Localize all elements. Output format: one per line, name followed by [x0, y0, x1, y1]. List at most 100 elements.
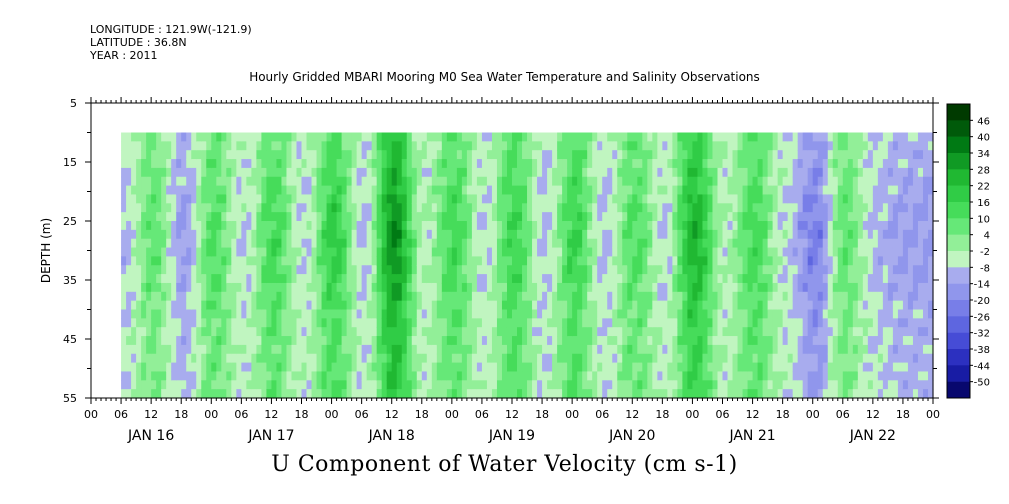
heatmap-cell — [411, 229, 418, 240]
heatmap-cell — [742, 247, 749, 257]
heatmap-cell — [401, 389, 408, 399]
heatmap-cell — [426, 159, 433, 169]
heatmap-cell — [471, 203, 478, 213]
heatmap-cell — [126, 256, 132, 266]
heatmap-cell — [291, 238, 298, 249]
heatmap-cell — [446, 371, 453, 381]
heatmap-cell — [336, 221, 343, 231]
heatmap-cell — [827, 371, 834, 381]
heatmap-cell — [191, 176, 197, 187]
heatmap-cell — [737, 203, 744, 213]
heatmap-cell — [737, 159, 744, 169]
heatmap-cell — [486, 212, 493, 222]
heatmap-cell — [286, 150, 293, 160]
heatmap-cell — [837, 150, 844, 160]
heatmap-cell — [902, 229, 909, 240]
heatmap-cell — [506, 274, 513, 284]
heatmap-cell — [777, 300, 784, 311]
heatmap-cell — [557, 203, 563, 213]
heatmap-cell — [572, 132, 578, 142]
heatmap-cell — [567, 132, 573, 142]
heatmap-cell — [872, 362, 879, 373]
heatmap-cell — [331, 221, 338, 231]
heatmap-cell — [582, 141, 588, 151]
heatmap-cell — [752, 185, 759, 196]
heatmap-cell — [131, 141, 137, 151]
heatmap-cell — [537, 176, 543, 187]
heatmap-cell — [176, 300, 182, 311]
heatmap-cell — [301, 380, 308, 390]
heatmap-cell — [732, 247, 739, 257]
heatmap-cell — [927, 150, 934, 160]
heatmap-cell — [682, 344, 689, 355]
heatmap-cell — [251, 141, 257, 151]
heatmap-cell — [446, 247, 453, 257]
heatmap-cell — [171, 159, 177, 169]
heatmap-cell — [867, 309, 874, 319]
heatmap-cell — [852, 371, 859, 381]
heatmap-cell — [246, 336, 252, 346]
heatmap-cell — [737, 221, 744, 231]
heatmap-cell — [697, 353, 704, 364]
heatmap-cell — [201, 132, 207, 142]
heatmap-cell — [552, 389, 558, 399]
heatmap-cell — [371, 229, 378, 240]
heatmap-cell — [902, 203, 909, 213]
heatmap-cell — [281, 185, 288, 196]
heatmap-cell — [787, 229, 794, 240]
heatmap-cell — [141, 159, 147, 169]
heatmap-cell — [506, 336, 513, 346]
heatmap-cell — [837, 318, 844, 328]
heatmap-cell — [351, 327, 358, 337]
heatmap-cell — [436, 132, 443, 142]
heatmap-cell — [136, 291, 142, 302]
heatmap-cell — [386, 256, 393, 266]
heatmap-cell — [887, 185, 894, 196]
heatmap-cell — [907, 150, 914, 160]
heatmap-cell — [807, 150, 814, 160]
heatmap-cell — [752, 344, 759, 355]
heatmap-cell — [151, 176, 157, 187]
heatmap-cell — [792, 212, 799, 222]
heatmap-cell — [251, 265, 257, 275]
heatmap-cell — [882, 150, 889, 160]
heatmap-cell — [757, 318, 764, 328]
heatmap-cell — [572, 194, 578, 204]
heatmap-cell — [747, 185, 754, 196]
heatmap-cell — [637, 194, 643, 204]
heatmap-cell — [677, 353, 683, 364]
heatmap-cell — [902, 318, 909, 328]
heatmap-cell — [872, 238, 879, 249]
heatmap-cell — [857, 141, 864, 151]
heatmap-cell — [326, 194, 333, 204]
heatmap-cell — [141, 229, 147, 240]
heatmap-cell — [371, 371, 378, 381]
heatmap-cell — [567, 221, 573, 231]
heatmap-cell — [552, 176, 558, 187]
heatmap-cell — [306, 238, 313, 249]
heatmap-cell — [146, 353, 152, 364]
heatmap-cell — [572, 203, 578, 213]
heatmap-cell — [552, 353, 558, 364]
heatmap-cell — [607, 159, 613, 169]
heatmap-cell — [431, 344, 438, 355]
heatmap-cell — [461, 344, 468, 355]
heatmap-cell — [562, 212, 568, 222]
heatmap-cell — [902, 291, 909, 302]
heatmap-cell — [331, 282, 338, 293]
heatmap-cell — [251, 221, 257, 231]
heatmap-cell — [166, 318, 172, 328]
heatmap-cell — [201, 265, 207, 275]
heatmap-cell — [326, 336, 333, 346]
heatmap-cell — [802, 221, 809, 231]
heatmap-cell — [552, 150, 558, 160]
heatmap-cell — [767, 265, 774, 275]
heatmap-cell — [371, 159, 378, 169]
heatmap-cell — [206, 309, 212, 319]
heatmap-cell — [812, 353, 819, 364]
heatmap-cell — [191, 150, 197, 160]
heatmap-cell — [471, 150, 478, 160]
heatmap-cell — [847, 327, 854, 337]
heatmap-cell — [587, 389, 593, 399]
heatmap-cell — [141, 362, 147, 373]
